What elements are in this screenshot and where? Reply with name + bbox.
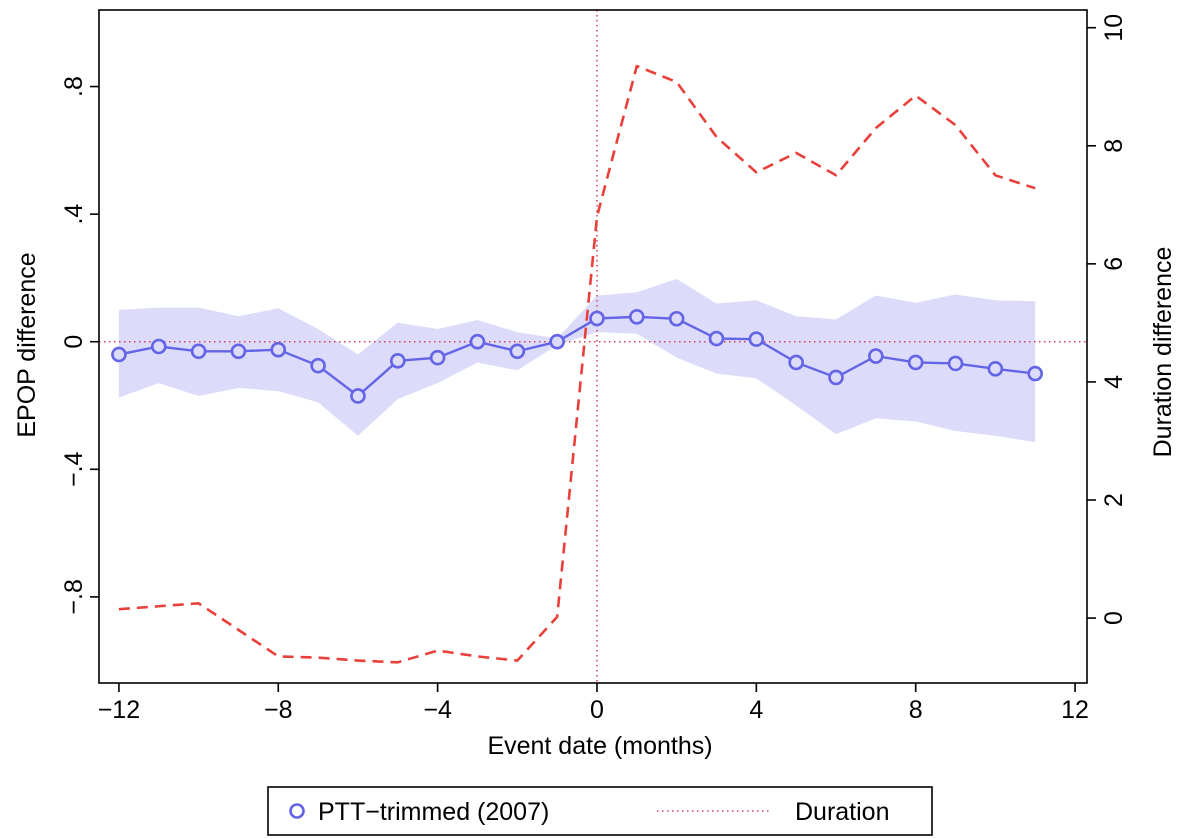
legend: PTT−trimmed (2007) Duration bbox=[267, 786, 933, 836]
y-tick-label: .8 bbox=[60, 76, 88, 97]
epop-point bbox=[907, 354, 924, 371]
y2-tick-label: 10 bbox=[1100, 14, 1128, 42]
epop-point bbox=[150, 338, 167, 355]
x-tick-label: −4 bbox=[423, 696, 452, 724]
reference-lines bbox=[99, 10, 1087, 683]
duration-line bbox=[118, 64, 1036, 664]
epop-point bbox=[868, 348, 884, 364]
epop-point bbox=[509, 343, 526, 360]
y2-tick-label: 4 bbox=[1100, 375, 1128, 389]
epop-point bbox=[549, 333, 565, 350]
epop-point bbox=[748, 331, 765, 347]
epop-point bbox=[947, 355, 964, 372]
legend-label-duration: Duration bbox=[795, 798, 890, 826]
epop-point bbox=[230, 343, 247, 360]
y-tick-label: −.8 bbox=[60, 579, 88, 614]
x-tick-label: 12 bbox=[1061, 696, 1089, 724]
epop-point bbox=[708, 330, 725, 347]
ci-band-layer bbox=[118, 278, 1036, 443]
epop-point bbox=[389, 353, 406, 369]
y2-tick-label: 0 bbox=[1100, 611, 1128, 625]
epop-point bbox=[987, 361, 1004, 377]
y-tick-label: 0 bbox=[60, 335, 88, 349]
confidence-band bbox=[118, 278, 1036, 443]
epop-point bbox=[270, 341, 287, 358]
epop-point bbox=[310, 357, 326, 374]
epop-point bbox=[350, 388, 366, 404]
epop-point bbox=[788, 354, 804, 371]
epop-point bbox=[190, 343, 207, 360]
legend-circle-marker bbox=[289, 803, 305, 819]
x-tick-label: −12 bbox=[98, 696, 140, 724]
axes: −12 −8 −4 0 4 8 12 −.8 −.4 0 .4 .8 0 2 4 6 8 10 bbox=[60, 9, 1128, 724]
plot-frame bbox=[98, 9, 1088, 684]
x-tick-label: 0 bbox=[590, 696, 604, 724]
legend-box bbox=[267, 786, 933, 836]
y-axis-title: EPOP difference bbox=[13, 252, 41, 437]
y2-tick-label: 8 bbox=[1100, 139, 1128, 153]
x-tick-label: 8 bbox=[909, 696, 923, 724]
epop-point bbox=[828, 369, 844, 386]
epop-series-layer bbox=[111, 309, 1044, 404]
epop-point bbox=[589, 310, 605, 327]
epop-point bbox=[429, 349, 446, 366]
duration-line-layer bbox=[118, 64, 1036, 664]
y2-axis-title: Duration difference bbox=[1149, 247, 1177, 458]
x-axis-title: Event date (months) bbox=[487, 732, 712, 760]
epop-point bbox=[629, 309, 645, 325]
epop-point bbox=[469, 333, 486, 350]
y-tick-label: .4 bbox=[60, 204, 88, 225]
y-tick-label: −.4 bbox=[60, 451, 88, 487]
y2-tick-label: 2 bbox=[1100, 493, 1128, 507]
x-tick-label: −8 bbox=[264, 696, 293, 724]
epop-point bbox=[111, 346, 127, 363]
epop-point bbox=[1027, 365, 1044, 382]
epop-point bbox=[668, 310, 685, 327]
legend-label-ptt: PTT−trimmed (2007) bbox=[318, 798, 549, 826]
y2-tick-label: 6 bbox=[1100, 257, 1128, 271]
x-tick-label: 4 bbox=[749, 696, 763, 724]
